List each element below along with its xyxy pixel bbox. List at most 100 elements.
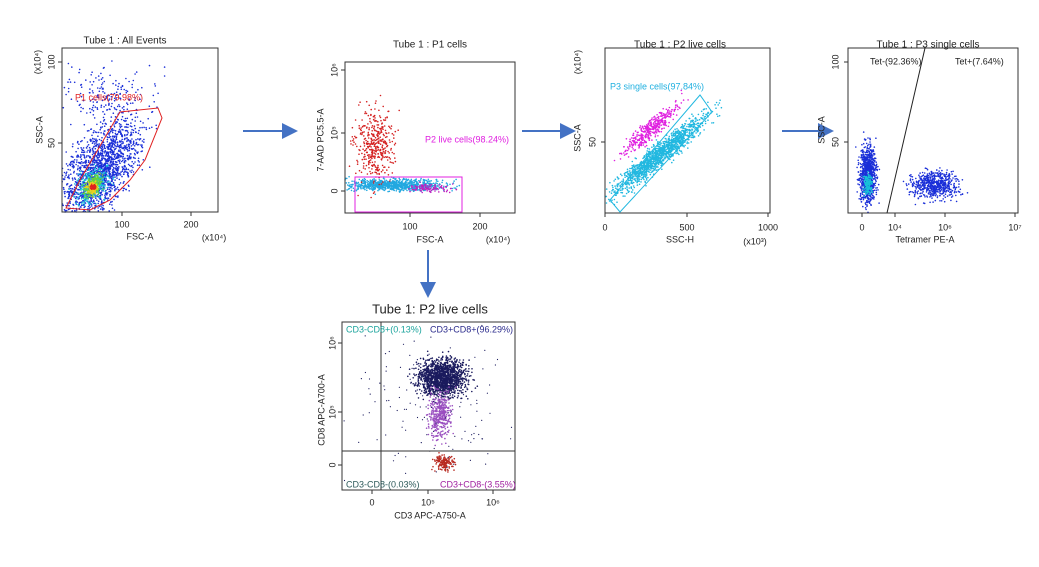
event-dot: [384, 166, 386, 168]
event-dot: [111, 174, 113, 176]
event-dot: [129, 148, 131, 150]
event-dot: [394, 157, 396, 159]
event-dot: [108, 148, 110, 150]
event-dot: [110, 165, 112, 167]
event-dot: [114, 179, 116, 181]
event-dot: [134, 161, 136, 163]
event-dot: [656, 148, 658, 150]
event-dot: [113, 182, 115, 184]
event-dot: [68, 209, 70, 211]
event-dot: [91, 167, 93, 169]
event-dot: [671, 162, 673, 164]
event-dot: [71, 98, 73, 100]
event-dot: [629, 168, 631, 170]
event-dot: [386, 146, 388, 148]
event-dot: [105, 104, 107, 106]
event-dot: [396, 190, 398, 192]
event-dot: [89, 157, 91, 159]
event-dot: [67, 165, 69, 167]
event-dot: [106, 172, 108, 174]
event-dot: [436, 183, 438, 185]
y-tick-label: 50: [46, 138, 56, 148]
event-dot: [164, 75, 166, 77]
event-dot: [395, 131, 397, 133]
event-dot: [657, 141, 659, 143]
event-dot: [349, 186, 351, 188]
event-dot: [97, 144, 99, 146]
event-dot: [77, 189, 79, 191]
event-dot: [75, 164, 77, 166]
event-dot: [89, 88, 91, 90]
event-dot: [128, 164, 130, 166]
event-dot: [128, 124, 130, 126]
event-dot: [356, 146, 358, 148]
event-dot: [632, 161, 634, 163]
event-dot: [382, 169, 384, 171]
event-dot: [379, 157, 381, 159]
event-dot: [84, 157, 86, 159]
event-dot: [102, 153, 104, 155]
event-dot: [118, 131, 120, 133]
event-dot: [104, 187, 106, 189]
event-dot: [106, 175, 108, 177]
event-dot: [449, 184, 451, 186]
event-dot: [70, 81, 72, 83]
event-dot: [113, 112, 115, 114]
event-dot: [94, 117, 96, 119]
event-dot: [85, 197, 87, 199]
event-dot: [364, 178, 366, 180]
event-dot: [367, 187, 369, 189]
event-dot: [443, 186, 445, 188]
event-dot: [75, 151, 77, 153]
event-dot: [114, 136, 116, 138]
event-dot: [98, 162, 100, 164]
event-dot: [606, 196, 608, 198]
y-axis-label: 7-AAD PC5.5-A: [315, 108, 325, 171]
event-dot: [72, 204, 74, 206]
event-dot: [688, 135, 690, 137]
event-dot: [614, 190, 616, 192]
event-dot: [366, 152, 368, 154]
event-dot: [90, 129, 92, 131]
event-dot: [641, 179, 643, 181]
event-dot: [364, 113, 366, 115]
event-dot: [420, 178, 422, 180]
event-dot: [109, 174, 111, 176]
event-dot: [366, 180, 368, 182]
event-dot: [103, 164, 105, 166]
event-dot: [656, 139, 658, 141]
event-dot: [128, 169, 130, 171]
event-dot: [100, 165, 102, 167]
event-dot: [99, 173, 101, 175]
event-dot: [683, 128, 685, 130]
event-dot: [368, 132, 370, 134]
event-dot: [76, 173, 78, 175]
event-dot: [81, 205, 83, 207]
event-dot: [374, 187, 376, 189]
event-dot: [149, 127, 151, 129]
event-dot: [88, 206, 90, 208]
event-dot: [101, 181, 103, 183]
event-dot: [97, 174, 99, 176]
event-dot: [101, 169, 103, 171]
event-dot: [83, 205, 85, 207]
event-dot: [671, 135, 673, 137]
event-dot: [609, 191, 611, 193]
event-dot: [368, 154, 370, 156]
event-dot: [626, 193, 628, 195]
event-dot: [103, 144, 105, 146]
event-dot: [362, 132, 364, 134]
event-dot: [429, 184, 431, 186]
event-dot: [390, 148, 392, 150]
event-dot: [658, 164, 660, 166]
event-dot: [359, 150, 361, 152]
event-dot: [624, 174, 626, 176]
event-dot: [80, 171, 82, 173]
event-dot: [373, 182, 375, 184]
event-dot: [121, 89, 123, 91]
event-dot: [377, 153, 379, 155]
event-dot: [115, 116, 117, 118]
event-dot: [78, 196, 80, 198]
event-dot: [435, 188, 437, 190]
event-dot: [386, 157, 388, 159]
